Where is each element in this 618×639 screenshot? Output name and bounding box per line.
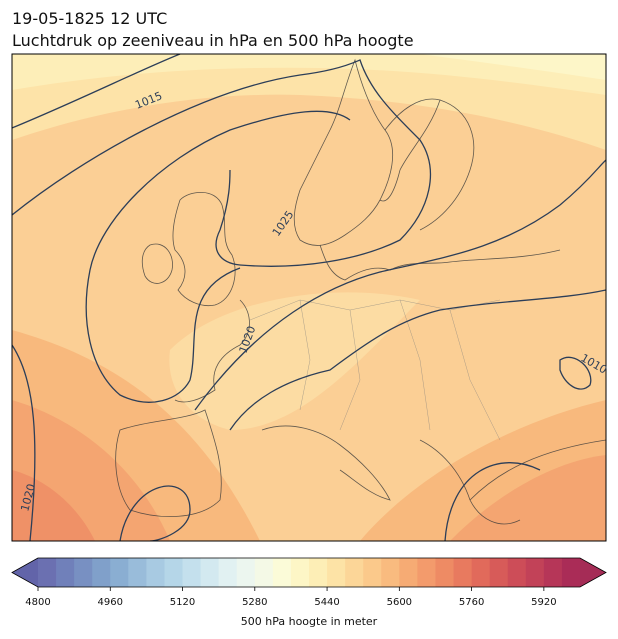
colorbar-swatch	[417, 558, 436, 587]
colorbar-extend	[580, 558, 606, 587]
map-frame	[11, 53, 607, 542]
colorbar-outline	[11, 557, 607, 588]
colorbar-tick-label: 5920	[531, 597, 556, 608]
colorbar-swatch	[471, 558, 491, 587]
colorbar-swatch	[110, 558, 129, 587]
colorbar-swatch	[561, 558, 581, 587]
colorbar-swatch	[507, 558, 527, 587]
colorbar-tick-label: 5120	[170, 597, 195, 608]
colorbar-swatch	[435, 558, 455, 587]
colorbar-swatch	[92, 558, 111, 587]
colorbar-swatch	[218, 558, 238, 587]
colorbar-tick-label: 5600	[387, 597, 412, 608]
colorbar-swatch	[128, 558, 147, 587]
colorbar-swatch	[272, 558, 292, 587]
colorbar-swatch	[254, 558, 274, 587]
colorbar-swatch	[182, 558, 202, 587]
colorbar-swatch	[453, 558, 473, 587]
colorbar-swatch	[489, 558, 509, 587]
colorbar-swatch	[38, 558, 57, 587]
colorbar-swatch	[164, 558, 184, 587]
colorbar-tick-label: 4960	[98, 597, 123, 608]
colorbar-swatch	[525, 558, 545, 587]
colorbar-swatch	[200, 558, 220, 587]
colorbar: 4800 4960 5120 5280 5440 5600 5760 5920	[11, 557, 607, 608]
colorbar-swatch	[345, 558, 364, 587]
colorbar-swatch	[309, 558, 328, 587]
colorbar-tick-label: 5760	[459, 597, 484, 608]
colorbar-tick-label: 5440	[314, 597, 339, 608]
colorbar-swatch	[236, 558, 256, 587]
colorbar-swatch	[327, 558, 346, 587]
colorbar-swatch	[363, 558, 382, 587]
colorbar-swatch	[74, 558, 93, 587]
map-subtitle: Luchtdruk op zeeniveau in hPa en 500 hPa…	[12, 31, 414, 50]
colorbar-swatch	[381, 558, 400, 587]
map-title: 19-05-1825 12 UTC	[12, 9, 167, 28]
colorbar-tick-label: 5280	[242, 597, 267, 608]
colorbar-swatch	[543, 558, 563, 587]
colorbar-label: 500 hPa hoogte in meter	[241, 615, 378, 628]
map	[12, 54, 606, 541]
colorbar-tick-label: 4800	[25, 597, 50, 608]
colorbar-swatch	[146, 558, 165, 587]
colorbar-swatch	[290, 558, 310, 587]
colorbar-extend	[12, 558, 38, 587]
colorbar-swatch	[399, 558, 418, 587]
colorbar-swatch	[56, 558, 75, 587]
